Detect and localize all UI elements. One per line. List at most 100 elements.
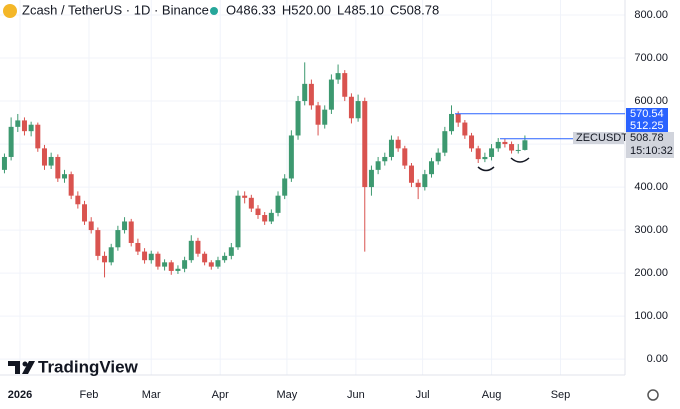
last-price-box <box>626 132 674 158</box>
price-label-box <box>626 108 668 120</box>
candle-body <box>262 215 268 222</box>
candle-body <box>402 148 408 166</box>
candle-body <box>41 148 47 166</box>
x-tick-label: Sep <box>551 389 571 401</box>
candle-body <box>8 126 14 157</box>
candle-body <box>95 230 101 256</box>
candles <box>1 62 528 278</box>
candle-body <box>275 195 281 213</box>
last-price: 508.78 <box>630 132 664 144</box>
symbol-icon <box>3 4 17 18</box>
candle-body <box>422 174 428 188</box>
candle-body <box>215 260 221 267</box>
candle-body <box>115 230 121 248</box>
y-tick-label: 100.00 <box>634 310 668 322</box>
candle-body <box>455 113 461 123</box>
candle-body <box>288 135 294 179</box>
candle-body <box>469 135 475 149</box>
countdown: 15:10:32 <box>630 145 673 157</box>
candle-body <box>375 161 381 170</box>
candle-body <box>495 141 501 149</box>
grid <box>0 0 626 376</box>
candle-body <box>162 262 168 267</box>
settings-icon[interactable] <box>647 389 659 401</box>
x-tick-label: Jun <box>347 389 365 401</box>
x-tick-label: Mar <box>142 389 161 401</box>
candle-body <box>315 105 321 125</box>
candle-body <box>502 141 508 145</box>
candle-body <box>282 178 288 196</box>
candle-body <box>28 124 34 132</box>
candle-body <box>102 255 108 263</box>
candle-body <box>328 79 334 110</box>
candle-body <box>408 165 414 183</box>
candle-body <box>515 149 521 151</box>
candle-body <box>322 109 328 125</box>
candle-body <box>348 96 354 119</box>
candle-body <box>382 156 388 162</box>
candle-body <box>202 253 208 263</box>
candle-body <box>242 195 248 198</box>
candle-body <box>108 247 114 263</box>
candle-body <box>21 120 27 132</box>
price-label-box <box>626 120 668 132</box>
y-tick-label: 200.00 <box>634 267 668 279</box>
candle-body <box>55 156 61 179</box>
candle-body <box>368 169 374 188</box>
status-dot <box>210 7 218 15</box>
candle-body <box>522 140 528 150</box>
x-tick-label: May <box>277 389 298 401</box>
candle-body <box>428 161 434 175</box>
candle-body <box>228 247 234 256</box>
candle-body <box>462 122 468 136</box>
candle-body <box>195 240 201 254</box>
candle-body <box>1 156 7 170</box>
watermark: TradingView <box>8 357 139 376</box>
symbol-label: ZECUSDT <box>576 132 628 144</box>
chart-title: Zcash / TetherUS · 1D · Binance <box>22 2 209 17</box>
watermark-text: TradingView <box>38 357 139 376</box>
candle-body <box>342 73 348 97</box>
y-tick-label: 600.00 <box>634 95 668 107</box>
candle-body <box>15 120 21 127</box>
price-label: 570.54 <box>630 108 664 120</box>
candle-body <box>475 148 481 160</box>
candle-body <box>388 139 394 157</box>
candle-body <box>182 260 188 269</box>
candle-body <box>295 101 301 136</box>
x-tick-label: Feb <box>79 389 98 401</box>
candle-body <box>175 268 181 271</box>
ohlc-value: C508.78 <box>390 2 439 17</box>
candle-body <box>362 101 368 188</box>
candle-body <box>135 242 141 252</box>
price-label: 512.25 <box>630 120 664 132</box>
candle-body <box>268 212 274 222</box>
candle-body <box>155 253 161 267</box>
x-tick-label: Apr <box>212 389 229 401</box>
candle-body <box>482 156 488 160</box>
y-tick-label: 0.00 <box>647 353 668 365</box>
candle-body <box>222 255 228 261</box>
candle-body <box>62 174 68 179</box>
symbol-box <box>573 132 624 144</box>
candle-body <box>355 101 361 119</box>
candle-body <box>148 253 154 261</box>
x-tick-label: Aug <box>482 389 502 401</box>
candle-body <box>509 144 515 151</box>
y-tick-label: 700.00 <box>634 52 668 64</box>
candle-body <box>82 204 88 222</box>
y-tick-label: 300.00 <box>634 224 668 236</box>
candle-body <box>48 156 54 166</box>
candle-body <box>188 240 194 261</box>
candle-body <box>449 113 455 132</box>
candle-body <box>395 139 401 149</box>
candle-body <box>415 182 421 188</box>
y-tick-label: 800.00 <box>634 9 668 21</box>
candle-body <box>302 83 308 102</box>
candle-body <box>75 195 81 205</box>
candle-body <box>235 195 241 248</box>
x-tick-label: 2026 <box>8 389 32 401</box>
annotation-curve <box>477 166 495 172</box>
candle-body <box>88 221 94 231</box>
